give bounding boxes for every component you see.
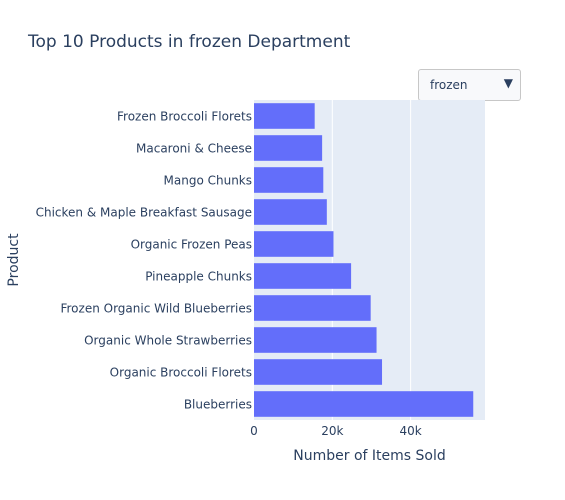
- triangle-down-icon: ▼: [503, 76, 513, 90]
- y-tick-label: Organic Whole Strawberries: [84, 334, 252, 348]
- y-tick-label: Chicken & Maple Breakfast Sausage: [36, 206, 252, 220]
- bar[interactable]: [254, 391, 474, 417]
- x-axis-title: Number of Items Sold: [293, 448, 445, 464]
- bar[interactable]: [254, 135, 323, 161]
- bar[interactable]: [254, 263, 352, 289]
- bar[interactable]: [254, 295, 371, 321]
- y-tick-label: Frozen Broccoli Florets: [117, 110, 252, 124]
- x-tick-label: 40k: [400, 424, 422, 438]
- bar[interactable]: [254, 199, 327, 225]
- y-tick-label: Mango Chunks: [164, 174, 252, 188]
- bar[interactable]: [254, 327, 377, 353]
- y-tick-label: Organic Broccoli Florets: [110, 366, 252, 380]
- y-tick-label: Organic Frozen Peas: [131, 238, 252, 252]
- y-tick-label: Pineapple Chunks: [145, 270, 252, 284]
- bar[interactable]: [254, 103, 315, 129]
- y-axis-title: Product: [6, 233, 22, 287]
- y-tick-label: Macaroni & Cheese: [136, 142, 252, 156]
- bar[interactable]: [254, 167, 324, 193]
- bar[interactable]: [254, 231, 334, 257]
- x-tick-label: 0: [250, 424, 258, 438]
- dropdown-selected-value: frozen: [430, 78, 468, 92]
- x-tick-label: 20k: [321, 424, 343, 438]
- bar[interactable]: [254, 359, 383, 385]
- y-tick-label: Frozen Organic Wild Blueberries: [60, 302, 252, 316]
- y-tick-label: Blueberries: [184, 398, 252, 412]
- chart-title: Top 10 Products in frozen Department: [28, 32, 351, 52]
